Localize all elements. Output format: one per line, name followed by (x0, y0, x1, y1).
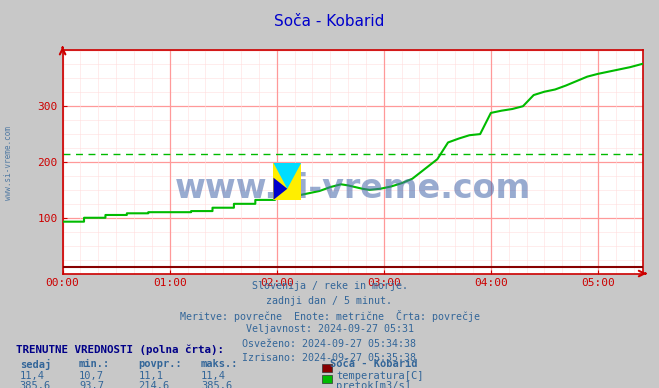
Text: Slovenija / reke in morje.: Slovenija / reke in morje. (252, 281, 407, 291)
Text: 11,1: 11,1 (138, 371, 163, 381)
Text: 214,6: 214,6 (138, 381, 169, 388)
Text: pretok[m3/s]: pretok[m3/s] (336, 381, 411, 388)
Text: www.si-vreme.com: www.si-vreme.com (4, 126, 13, 200)
Text: Osveženo: 2024-09-27 05:34:38: Osveženo: 2024-09-27 05:34:38 (243, 339, 416, 349)
Text: Soča - Kobarid: Soča - Kobarid (330, 359, 417, 369)
Text: 385,6: 385,6 (20, 381, 51, 388)
Text: 93,7: 93,7 (79, 381, 104, 388)
Polygon shape (273, 178, 287, 200)
Text: Izrisano: 2024-09-27 05:35:38: Izrisano: 2024-09-27 05:35:38 (243, 353, 416, 363)
Text: sedaj: sedaj (20, 359, 51, 370)
Text: Veljavnost: 2024-09-27 05:31: Veljavnost: 2024-09-27 05:31 (246, 324, 413, 334)
Text: TRENUTNE VREDNOSTI (polna črta):: TRENUTNE VREDNOSTI (polna črta): (16, 344, 225, 355)
Text: 385,6: 385,6 (201, 381, 232, 388)
Text: min.:: min.: (79, 359, 110, 369)
Polygon shape (273, 163, 301, 200)
Text: maks.:: maks.: (201, 359, 239, 369)
Text: temperatura[C]: temperatura[C] (336, 371, 424, 381)
Text: zadnji dan / 5 minut.: zadnji dan / 5 minut. (266, 296, 393, 306)
Text: 10,7: 10,7 (79, 371, 104, 381)
Text: povpr.:: povpr.: (138, 359, 182, 369)
Text: Meritve: povrečne  Enote: metrične  Črta: povrečje: Meritve: povrečne Enote: metrične Črta: … (179, 310, 480, 322)
Text: Soča - Kobarid: Soča - Kobarid (274, 14, 385, 29)
Text: www.si-vreme.com: www.si-vreme.com (175, 172, 530, 205)
Polygon shape (273, 163, 301, 189)
Text: 11,4: 11,4 (201, 371, 226, 381)
Text: 11,4: 11,4 (20, 371, 45, 381)
